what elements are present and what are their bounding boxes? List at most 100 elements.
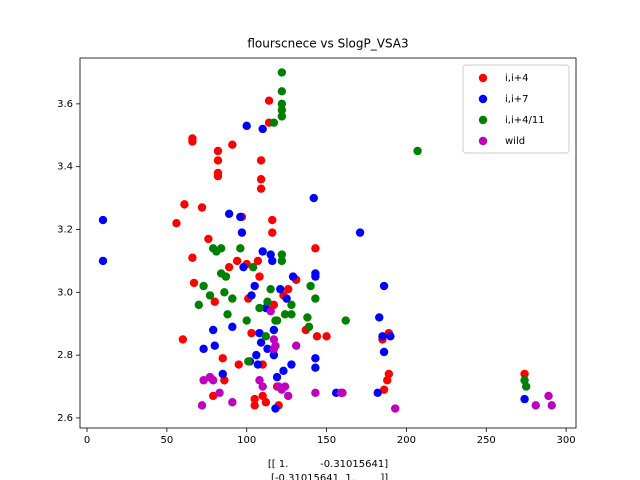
- point: [258, 382, 267, 391]
- legend-label: i,i+4/11: [505, 115, 545, 126]
- point: [269, 118, 279, 127]
- x-axis-label: [-0.31015641 1. ]]: [268, 473, 388, 480]
- legend-marker: [478, 115, 488, 125]
- point: [338, 388, 347, 398]
- point: [242, 316, 251, 325]
- point: [256, 338, 266, 347]
- point: [224, 209, 234, 218]
- point: [268, 228, 277, 237]
- point: [282, 294, 291, 303]
- point: [277, 68, 287, 77]
- point: [228, 322, 237, 332]
- point: [247, 291, 256, 300]
- point: [271, 404, 280, 413]
- point: [287, 360, 296, 369]
- point: [204, 234, 213, 244]
- point: [268, 215, 277, 225]
- point: [277, 250, 287, 259]
- y-tick-label: 3.2: [57, 224, 73, 235]
- x-tick-label: 150: [317, 435, 336, 446]
- point: [276, 284, 285, 294]
- point: [413, 146, 422, 156]
- x-tick-label: 300: [557, 435, 576, 446]
- point: [228, 398, 237, 407]
- point: [531, 401, 540, 410]
- plot-frame: [79, 57, 577, 429]
- point: [311, 294, 320, 303]
- point: [280, 382, 290, 391]
- point: [311, 363, 320, 372]
- point: [271, 341, 280, 350]
- point: [223, 310, 232, 319]
- point: [213, 146, 223, 156]
- point: [199, 281, 208, 291]
- point: [269, 300, 279, 310]
- point: [258, 124, 267, 134]
- point: [292, 341, 301, 350]
- legend-marker: [478, 94, 488, 104]
- point: [391, 404, 400, 413]
- point: [520, 376, 529, 385]
- point: [197, 401, 207, 410]
- point: [228, 294, 237, 303]
- point: [232, 256, 242, 266]
- point: [266, 284, 275, 294]
- point: [268, 256, 277, 266]
- point: [188, 137, 197, 146]
- point: [277, 112, 287, 121]
- point: [215, 388, 224, 398]
- point: [287, 310, 296, 319]
- x-tick-label: 100: [237, 435, 256, 446]
- y-tick-label: 3.6: [57, 99, 73, 110]
- x-tick-label: 200: [397, 435, 416, 446]
- point: [205, 291, 215, 300]
- point: [311, 354, 320, 363]
- point: [261, 332, 271, 341]
- point: [312, 332, 322, 341]
- point: [277, 99, 287, 109]
- point: [199, 376, 208, 385]
- point: [253, 360, 263, 369]
- point: [250, 394, 259, 404]
- point: [263, 297, 272, 306]
- point: [256, 175, 266, 184]
- point: [269, 325, 279, 335]
- point: [306, 281, 315, 291]
- point: [311, 388, 320, 398]
- point: [256, 156, 266, 165]
- point: [247, 328, 256, 338]
- point: [208, 391, 218, 401]
- point: [250, 281, 259, 291]
- point: [218, 369, 227, 379]
- point: [277, 87, 287, 96]
- point: [98, 256, 108, 266]
- x-tick-label: 50: [161, 435, 174, 446]
- point: [255, 272, 264, 281]
- point: [284, 391, 293, 401]
- point: [253, 256, 263, 266]
- point: [242, 121, 251, 131]
- point: [255, 376, 264, 385]
- point: [178, 335, 188, 344]
- point: [264, 96, 274, 105]
- point: [252, 350, 261, 360]
- point: [255, 303, 264, 313]
- point: [188, 253, 197, 262]
- point: [224, 262, 234, 272]
- point: [237, 228, 247, 237]
- point: [180, 200, 189, 209]
- point: [239, 262, 248, 272]
- legend-label: i,i+4: [505, 73, 528, 84]
- y-tick-label: 3.0: [57, 287, 73, 298]
- point: [208, 325, 218, 335]
- point: [213, 156, 223, 165]
- legend-label: wild: [505, 136, 525, 147]
- point: [236, 244, 245, 253]
- point: [379, 385, 389, 394]
- point: [280, 310, 290, 319]
- point: [288, 272, 298, 281]
- point: [375, 313, 384, 322]
- legend-marker: [478, 136, 488, 146]
